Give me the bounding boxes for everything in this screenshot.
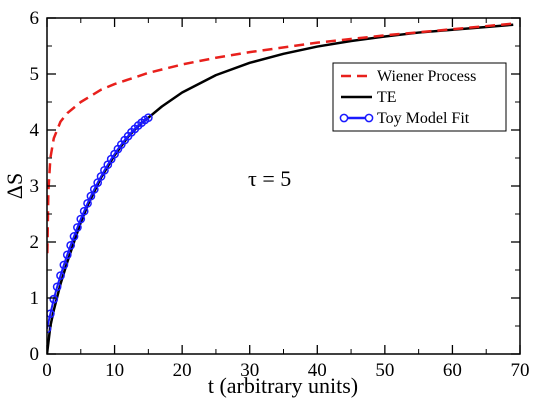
toy-model-point: [66, 241, 76, 250]
x-tick-label: 40: [308, 360, 327, 381]
toy-model-point: [76, 214, 86, 224]
toy-model-point: [83, 199, 92, 208]
y-tick-label: 0: [30, 344, 40, 365]
ticks-layer: 0 10 20 30 40 50 60 70 0 1 2 3 4 5 6: [30, 8, 530, 381]
y-tick-label: 2: [30, 232, 40, 253]
legend-label: Wiener Process: [377, 68, 476, 85]
x-tick-label: 0: [42, 360, 52, 381]
toy-model-point: [59, 260, 69, 270]
y-tick-label: 4: [30, 120, 40, 141]
toy-model-point: [89, 185, 99, 194]
toy-model-point: [62, 250, 72, 260]
legend-label: TE: [377, 89, 397, 106]
toy-model-point: [49, 294, 59, 304]
y-tick-label: 3: [30, 176, 40, 197]
y-tick-label: 5: [30, 64, 40, 85]
series-line-toy-model-fit: [47, 116, 149, 330]
x-axis-label: t (arbitrary units): [208, 373, 358, 398]
legend-marker: [339, 113, 349, 123]
toy-model-point: [73, 223, 82, 232]
series-line-wiener-process: [47, 22, 514, 254]
x-tick-label: 30: [240, 360, 259, 381]
toy-model-point: [47, 309, 55, 319]
x-tick-label: 20: [173, 360, 192, 381]
x-tick-label: 50: [375, 360, 394, 381]
toy-model-point: [52, 282, 62, 292]
toy-model-point: [144, 113, 153, 123]
tau-annotation: τ = 5: [248, 166, 291, 191]
x-tick-label: 60: [443, 360, 462, 381]
legend: Wiener Process TE Toy Model Fit: [332, 62, 507, 132]
y-tick-label: 1: [30, 288, 40, 309]
legend-marker: [364, 113, 374, 123]
x-tick-label: 70: [511, 360, 530, 381]
x-tick-label: 10: [105, 360, 124, 381]
legend-label: Toy Model Fit: [377, 110, 470, 127]
toy-model-point: [79, 206, 89, 216]
y-axis-label: ΔS: [2, 173, 27, 199]
toy-model-point: [56, 271, 65, 280]
y-tick-label: 6: [30, 8, 40, 29]
toy-model-point: [69, 232, 79, 241]
toy-model-point: [86, 191, 96, 201]
series-layer: [47, 22, 514, 354]
